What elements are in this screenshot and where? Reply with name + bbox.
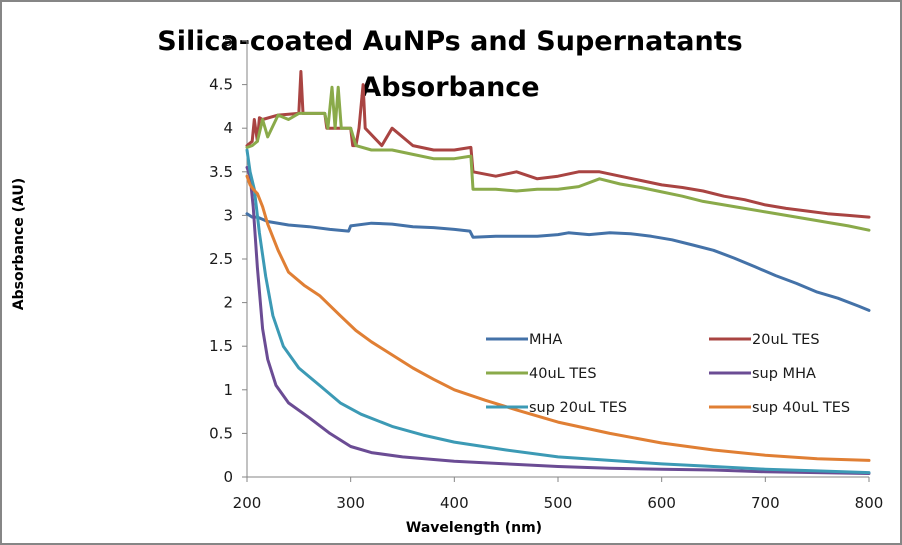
legend-item-mha: MHA (486, 332, 562, 348)
chart-title-line-2: Absorbance (360, 72, 539, 103)
series-line-20ul-tes (245, 70, 871, 219)
legend-item-sup-20ul-tes: sup 20uL TES (486, 400, 627, 416)
x-tick-label: 600 (647, 494, 676, 512)
x-tick-label: 200 (233, 494, 262, 512)
y-tick-label: 2 (223, 294, 233, 312)
legend-label: sup MHA (752, 366, 816, 382)
x-tick-label: 300 (336, 494, 365, 512)
series-line-mha (245, 212, 871, 312)
x-tick-label: 400 (440, 494, 469, 512)
legend-item-20ul-tes: 20uL TES (709, 332, 820, 348)
legend-item-sup-mha: sup MHA (709, 366, 816, 382)
legend-label: MHA (529, 332, 562, 348)
legend-label: 20uL TES (752, 332, 820, 348)
legend-label: 40uL TES (529, 366, 597, 382)
x-tick-label: 500 (544, 494, 573, 512)
series-line-40ul-tes (245, 85, 871, 232)
series-line-sup-40ul-tes (245, 174, 871, 462)
x-tick-label: 800 (855, 494, 884, 512)
y-axis-title: Absorbance (AU) (11, 178, 27, 310)
y-tick-label: 5 (223, 32, 233, 50)
y-tick-label: 1 (223, 381, 233, 399)
y-tick-label: 0 (223, 468, 233, 486)
y-tick-label: 4.5 (209, 76, 233, 94)
legend-item-40ul-tes: 40uL TES (486, 366, 597, 382)
x-axis-title: Wavelength (nm) (406, 520, 542, 536)
legend-label: sup 40uL TES (752, 400, 850, 416)
legend-label: sup 20uL TES (529, 400, 627, 416)
y-tick-label: 3.5 (209, 163, 233, 181)
y-tick-label: 0.5 (209, 424, 233, 442)
legend: MHA 20uL TES 40uL TES sup MHA sup 20uL TES su… (486, 332, 850, 416)
series-layer (245, 70, 871, 475)
y-tick-label: 2.5 (209, 250, 233, 268)
legend-item-sup-40ul-tes: sup 40uL TES (709, 400, 850, 416)
series-line-sup-20ul-tes (245, 148, 871, 475)
chart-title-line-1: Silica-coated AuNPs and Supernatants (157, 26, 742, 57)
y-tick-label: 1.5 (209, 337, 233, 355)
y-tick-label: 4 (223, 119, 233, 137)
chart-title: Silica-coated AuNPs and Supernatants Abs… (157, 26, 742, 103)
x-tick-label: 700 (751, 494, 780, 512)
y-tick-label: 3 (223, 206, 233, 224)
axes: 0 0.5 1 1.5 2 2.5 3 3.5 4 4.5 5 200 300 400 500 600 700 8… (209, 32, 883, 512)
series-line-sup-mha (245, 165, 871, 475)
